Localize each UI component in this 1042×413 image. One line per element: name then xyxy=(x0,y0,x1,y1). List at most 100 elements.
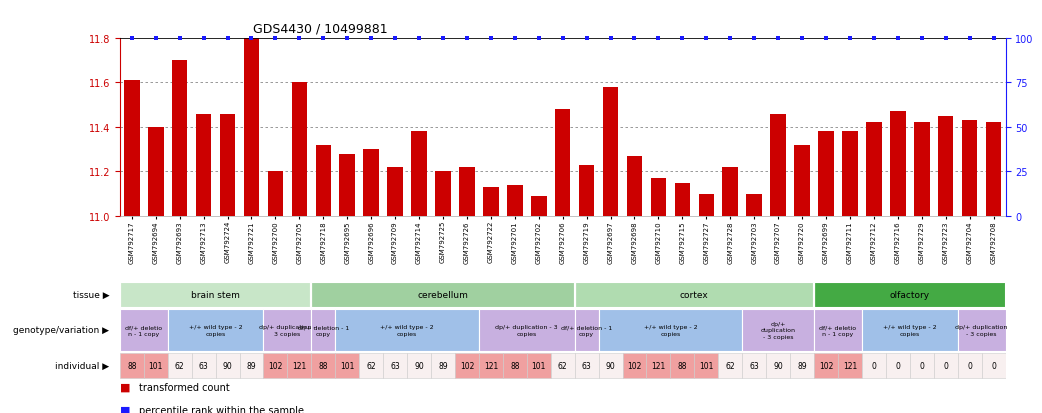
Bar xyxy=(718,353,742,379)
Text: 121: 121 xyxy=(292,361,306,370)
Bar xyxy=(503,353,527,379)
Text: df/+ deletion - 1
copy: df/+ deletion - 1 copy xyxy=(561,325,613,336)
Text: 62: 62 xyxy=(175,361,184,370)
Text: cortex: cortex xyxy=(680,290,709,299)
Bar xyxy=(602,88,618,216)
Text: ■: ■ xyxy=(120,405,130,413)
Text: 102: 102 xyxy=(627,361,642,370)
Bar xyxy=(574,282,814,307)
Text: 102: 102 xyxy=(268,361,282,370)
Text: 0: 0 xyxy=(871,361,876,370)
Bar xyxy=(148,128,164,216)
Text: genotype/variation ▶: genotype/variation ▶ xyxy=(14,326,109,335)
Text: 88: 88 xyxy=(677,361,687,370)
Bar xyxy=(244,39,259,216)
Bar xyxy=(336,353,359,379)
Bar xyxy=(914,123,929,216)
Text: 0: 0 xyxy=(991,361,996,370)
Bar xyxy=(910,353,934,379)
Bar xyxy=(168,309,264,351)
Bar xyxy=(938,116,953,216)
Bar xyxy=(722,168,738,216)
Bar xyxy=(818,132,834,216)
Text: GDS4430 / 10499881: GDS4430 / 10499881 xyxy=(252,22,388,35)
Bar xyxy=(814,282,1006,307)
Bar xyxy=(579,165,594,216)
Bar xyxy=(766,353,790,379)
Text: 102: 102 xyxy=(460,361,474,370)
Text: 0: 0 xyxy=(967,361,972,370)
Bar xyxy=(838,353,862,379)
Bar xyxy=(527,353,551,379)
Bar xyxy=(598,353,622,379)
Bar xyxy=(962,121,977,216)
Bar xyxy=(742,309,814,351)
Text: 88: 88 xyxy=(127,361,137,370)
Bar xyxy=(120,309,168,351)
Text: 90: 90 xyxy=(773,361,783,370)
Bar xyxy=(483,188,499,216)
Bar xyxy=(264,353,288,379)
Text: 121: 121 xyxy=(843,361,858,370)
Bar xyxy=(842,132,858,216)
Text: 63: 63 xyxy=(199,361,208,370)
Bar xyxy=(336,309,479,351)
Bar xyxy=(479,353,503,379)
Text: 90: 90 xyxy=(223,361,232,370)
Text: 63: 63 xyxy=(749,361,759,370)
Text: 63: 63 xyxy=(581,361,592,370)
Bar xyxy=(982,353,1006,379)
Text: +/+ wild type - 2
copies: +/+ wild type - 2 copies xyxy=(189,325,243,336)
Bar xyxy=(814,309,862,351)
Bar xyxy=(622,353,646,379)
Text: 89: 89 xyxy=(439,361,448,370)
Text: +/+ wild type - 2
copies: +/+ wild type - 2 copies xyxy=(644,325,697,336)
Bar xyxy=(216,353,240,379)
Text: 90: 90 xyxy=(414,361,424,370)
Text: 89: 89 xyxy=(247,361,256,370)
Bar xyxy=(934,353,958,379)
Text: +/+ wild type - 2
copies: +/+ wild type - 2 copies xyxy=(883,325,937,336)
Text: dp/+ duplication
- 3 copies: dp/+ duplication - 3 copies xyxy=(956,325,1008,336)
Text: dp/+ duplication -
3 copies: dp/+ duplication - 3 copies xyxy=(259,325,316,336)
Text: 63: 63 xyxy=(391,361,400,370)
Bar xyxy=(172,61,188,216)
Bar xyxy=(674,183,690,216)
Text: brain stem: brain stem xyxy=(191,290,240,299)
Bar xyxy=(770,114,786,216)
Bar xyxy=(650,179,666,216)
Bar xyxy=(551,353,574,379)
Text: dp/+
duplication
- 3 copies: dp/+ duplication - 3 copies xyxy=(761,321,796,339)
Bar xyxy=(890,112,905,216)
Bar xyxy=(698,194,714,216)
Bar xyxy=(531,197,546,216)
Bar xyxy=(292,83,307,216)
Text: 0: 0 xyxy=(943,361,948,370)
Bar xyxy=(388,168,403,216)
Bar xyxy=(312,282,574,307)
Text: 0: 0 xyxy=(895,361,900,370)
Bar xyxy=(814,353,838,379)
Text: df/+ deletio
n - 1 copy: df/+ deletio n - 1 copy xyxy=(819,325,857,336)
Text: 0: 0 xyxy=(919,361,924,370)
Bar xyxy=(340,154,355,216)
Bar xyxy=(312,353,336,379)
Bar xyxy=(436,172,451,216)
Bar xyxy=(574,309,598,351)
Bar xyxy=(574,353,598,379)
Bar xyxy=(790,353,814,379)
Text: 121: 121 xyxy=(483,361,498,370)
Bar xyxy=(862,353,886,379)
Bar xyxy=(958,309,1006,351)
Text: olfactory: olfactory xyxy=(890,290,929,299)
Text: 88: 88 xyxy=(319,361,328,370)
Bar xyxy=(240,353,264,379)
Bar xyxy=(460,168,475,216)
Bar xyxy=(507,185,523,216)
Bar xyxy=(168,353,192,379)
Bar xyxy=(220,114,235,216)
Text: individual ▶: individual ▶ xyxy=(55,361,109,370)
Text: 101: 101 xyxy=(531,361,546,370)
Bar xyxy=(407,353,431,379)
Text: 121: 121 xyxy=(651,361,666,370)
